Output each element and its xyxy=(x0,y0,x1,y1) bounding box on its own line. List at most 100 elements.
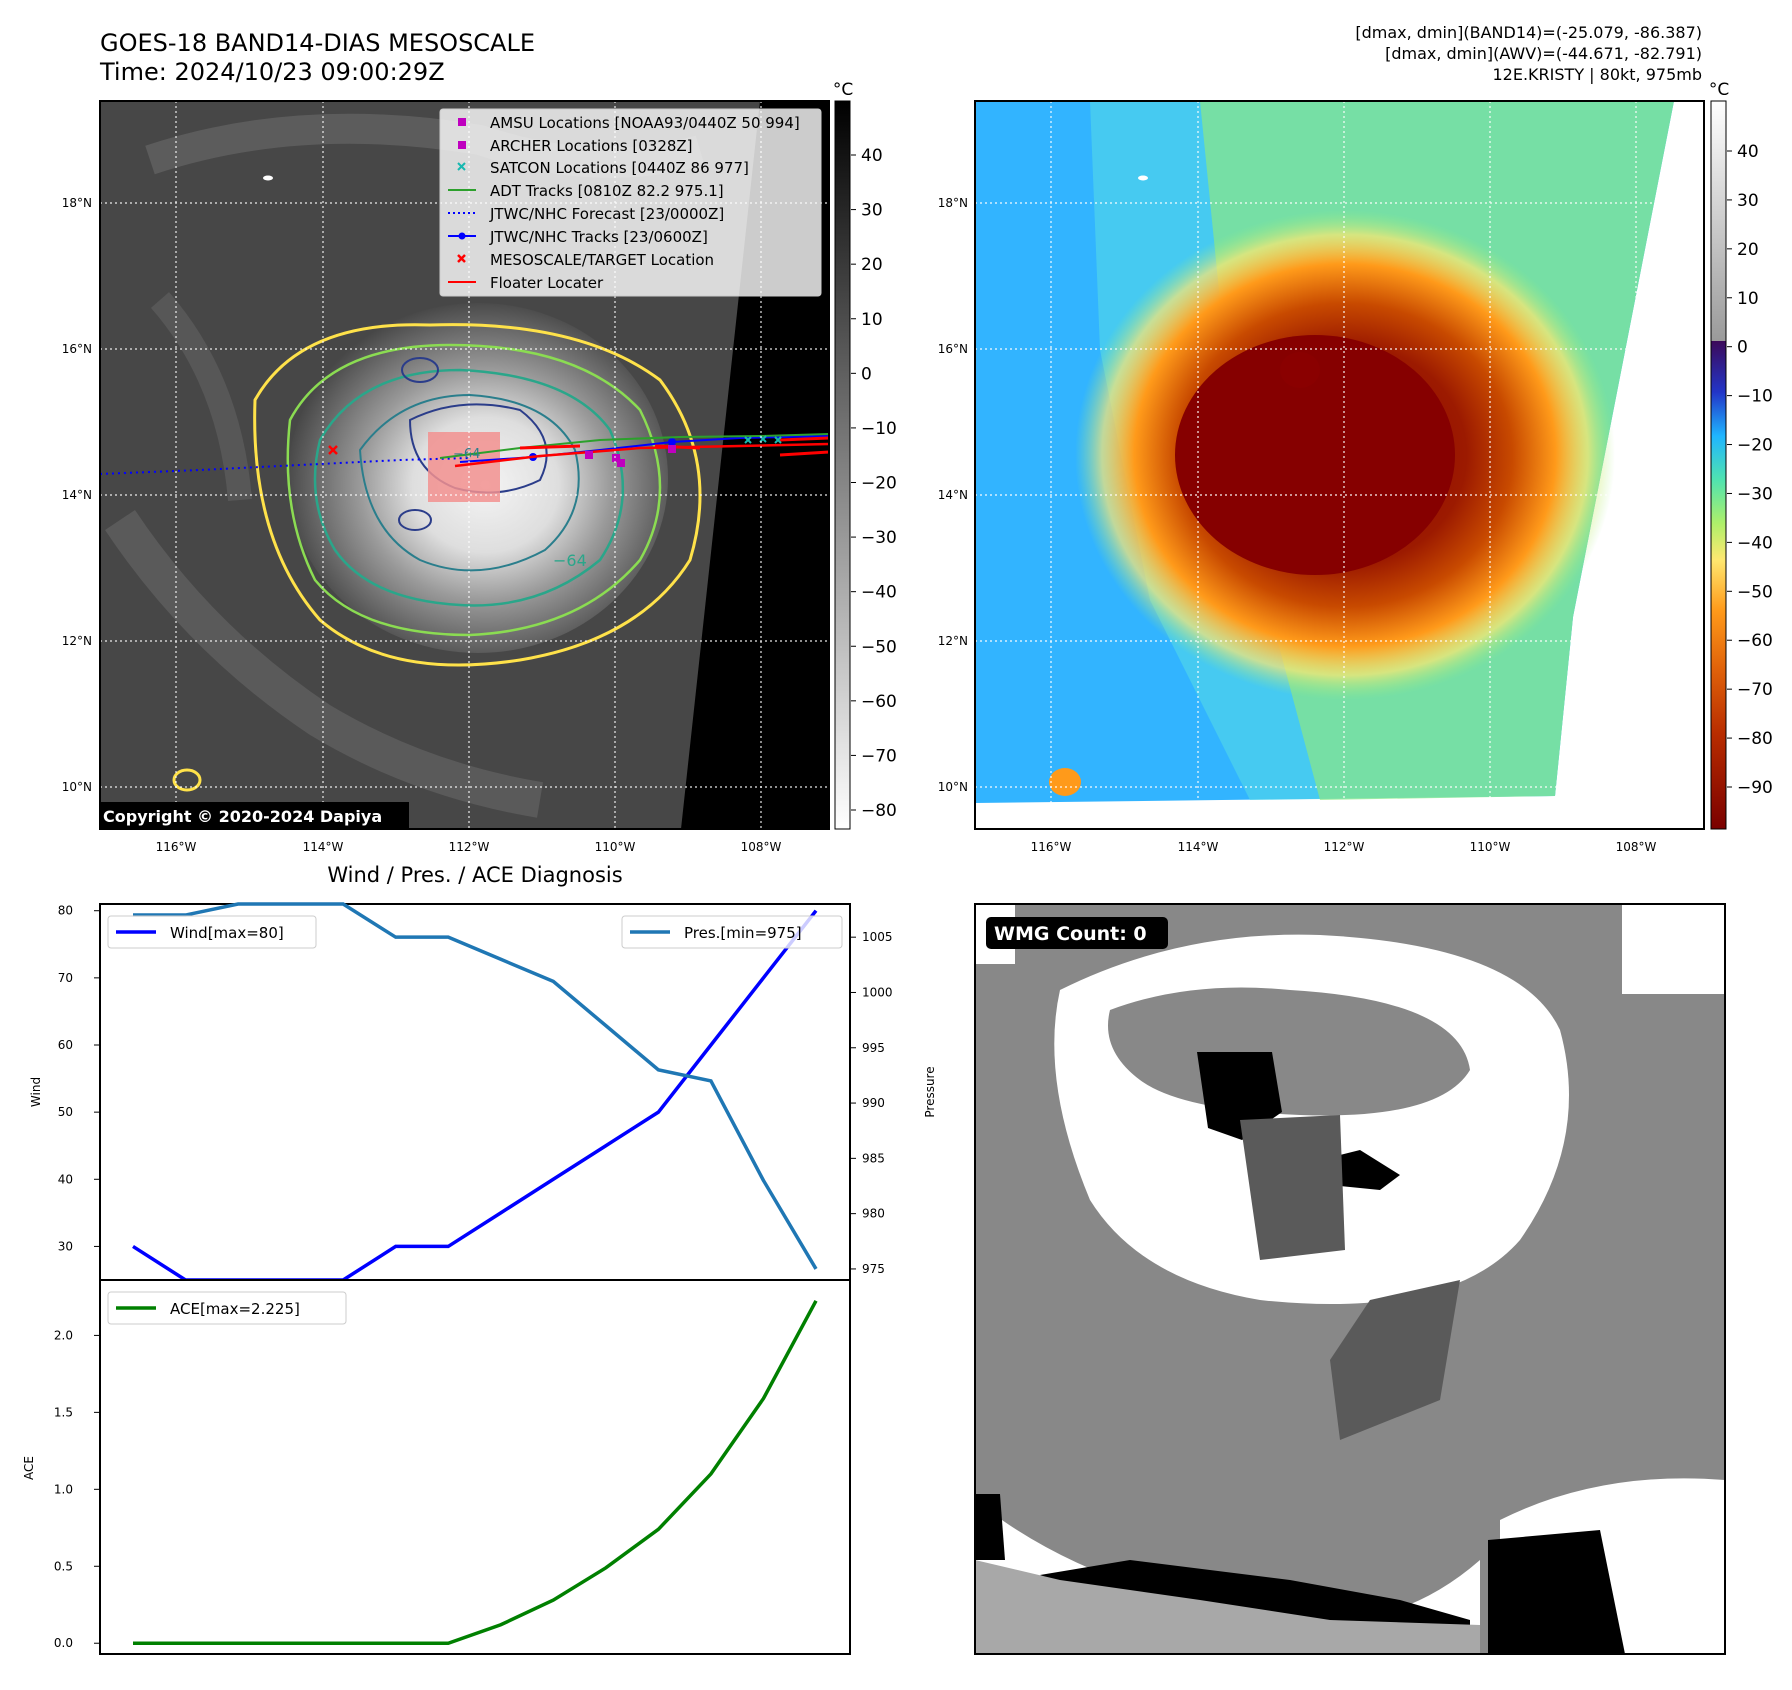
lat-label-left: 10°N xyxy=(62,780,92,794)
colorbar-left-tick-label: −40 xyxy=(861,583,897,603)
chart-title: Wind / Pres. / ACE Diagnosis xyxy=(327,863,622,887)
lat-label-right: 12°N xyxy=(938,634,968,648)
colorbar-left-tick-label: 0 xyxy=(861,364,872,384)
ace-tick-label: 0.5 xyxy=(54,1559,73,1573)
wmg-panel: WMG Count: 0 xyxy=(974,903,1726,1655)
wmg-count-label: WMG Count: 0 xyxy=(994,923,1147,945)
ace-tick-label: 0.0 xyxy=(54,1636,73,1650)
wind-axis-label: Wind xyxy=(29,1077,43,1107)
colorbar-right-tick-label: 20 xyxy=(1737,240,1759,260)
contour-label-2: −64 xyxy=(453,447,480,462)
colorbar-right-tick-label: −60 xyxy=(1737,631,1773,651)
wind-legend-label: Wind[max=80] xyxy=(170,924,284,942)
colorbar-left-tick-label: −80 xyxy=(861,801,897,821)
pressure-tick-label: 1000 xyxy=(862,985,893,999)
lat-label-left: 12°N xyxy=(62,634,92,648)
copyright: Copyright © 2020-2024 Dapiya xyxy=(103,807,382,826)
legend-amsu: AMSU Locations [NOAA93/0440Z 50 994] xyxy=(490,114,800,132)
wind-tick-label: 50 xyxy=(58,1105,73,1119)
contour-label-1: −64 xyxy=(553,551,587,570)
wind-legend: Wind[max=80] xyxy=(107,915,317,949)
colorbar-right-tick-label: −70 xyxy=(1737,680,1773,700)
pressure-tick-label: 980 xyxy=(862,1207,885,1221)
awv-range: [dmax, dmin](AWV)=(-44.671, -82.791) xyxy=(1385,44,1702,63)
lon-label-right: 112°W xyxy=(1324,840,1365,854)
colorbar-left-tick-label: −60 xyxy=(861,692,897,712)
lat-label-left: 16°N xyxy=(62,342,92,356)
legend-tracks: JTWC/NHC Tracks [23/0600Z] xyxy=(489,228,708,246)
legend-archer: ARCHER Locations [0328Z] xyxy=(490,137,693,155)
ace-axis-label: ACE xyxy=(22,1456,36,1480)
colorbar-right-tick-label: −10 xyxy=(1737,387,1773,407)
colorbar-left-tick-label: −10 xyxy=(861,419,897,439)
legend-satcon-icon xyxy=(457,162,466,171)
pressure-tick-label: 985 xyxy=(862,1151,885,1165)
wind-tick-label: 70 xyxy=(58,971,73,985)
lon-label-left: 110°W xyxy=(595,840,636,854)
pressure-legend: Pres.[min=975] xyxy=(621,915,843,949)
lon-label-left: 108°W xyxy=(741,840,782,854)
ace-tick-label: 1.5 xyxy=(54,1405,73,1419)
pressure-tick-label: 995 xyxy=(862,1041,885,1055)
pressure-tick-label: 975 xyxy=(862,1262,885,1276)
lat-label-right: 14°N xyxy=(938,488,968,502)
colorbar-right-tick-label: −20 xyxy=(1737,436,1773,456)
colorbar-right-tick-label: −30 xyxy=(1737,484,1773,504)
lat-label-right: 18°N xyxy=(938,196,968,210)
colorbar-left-tick-label: 20 xyxy=(861,255,883,275)
colorbar-left-tick-label: 10 xyxy=(861,310,883,330)
colorbar-left: °C 40 30 20 10 0 −10 −20 −30 −40 −50 −60 −70 −80 xyxy=(833,80,897,830)
lon-label-right: 116°W xyxy=(1031,840,1072,854)
legend-target-icon xyxy=(457,254,466,263)
ace-tick-label: 1.0 xyxy=(54,1482,73,1496)
figure-title: GOES-18 BAND14-DIAS MESOSCALE xyxy=(100,29,535,57)
legend-archer-icon xyxy=(458,141,466,149)
pressure-tick-label: 990 xyxy=(862,1096,885,1110)
colorbar-right: °C 40 30 20 10 0 −10 −20 −30 −40 −50 −60 −70 −80 −90 xyxy=(1709,80,1773,830)
wind-tick-label: 60 xyxy=(58,1038,73,1052)
colorbar-right-tick-label: 40 xyxy=(1737,142,1759,162)
legend-floater: Floater Locater xyxy=(490,274,604,292)
wind-tick-label: 80 xyxy=(58,904,73,918)
colorbar-right-tick-label: −80 xyxy=(1737,729,1773,749)
lon-label-right: 110°W xyxy=(1470,840,1511,854)
ace-tick-label: 2.0 xyxy=(54,1328,73,1342)
colorbar-right-tick-label: 0 xyxy=(1737,338,1748,358)
colorbar-right-tick-label: 30 xyxy=(1737,191,1759,211)
legend-tracks-icon xyxy=(448,232,476,240)
colorbar-left-tick-label: −30 xyxy=(861,528,897,548)
ace-legend-label: ACE[max=2.225] xyxy=(170,1300,300,1318)
colorbar-left-tick-label: −70 xyxy=(861,746,897,766)
lon-label-left: 112°W xyxy=(449,840,490,854)
colorbar-right-tick-label: −40 xyxy=(1737,533,1773,553)
wmg-count-badge xyxy=(986,917,1168,949)
colorbar-right-tick-label: 10 xyxy=(1737,289,1759,309)
legend-satcon: SATCON Locations [0440Z 86 977] xyxy=(490,159,749,177)
ace-series-line xyxy=(133,1299,818,1645)
colorbar-left-tick-label: 30 xyxy=(861,201,883,221)
lon-label-right: 114°W xyxy=(1178,840,1219,854)
pressure-axis-label: Pressure xyxy=(923,1066,937,1117)
band14-range: [dmax, dmin](BAND14)=(-25.079, -86.387) xyxy=(1355,23,1702,42)
lon-label-left: 116°W xyxy=(156,840,197,854)
pressure-series-line xyxy=(133,902,818,1270)
lat-label-right: 10°N xyxy=(938,780,968,794)
colorbar-left-tick-label: −50 xyxy=(861,637,897,657)
legend-amsu-icon xyxy=(458,118,466,126)
colorbar-left-unit: °C xyxy=(833,80,853,100)
pressure-legend-label: Pres.[min=975] xyxy=(684,924,802,942)
colorbar-left-tick-label: 40 xyxy=(861,146,883,166)
wind-tick-label: 30 xyxy=(58,1239,73,1253)
ace-chart: ACE 0.0 0.5 1.0 1.5 2.0 ACE[max=2.225] xyxy=(22,1279,851,1655)
lat-label-right: 16°N xyxy=(938,342,968,356)
figure-time: Time: 2024/10/23 09:00:29Z xyxy=(99,58,445,86)
wind-tick-label: 40 xyxy=(58,1172,73,1186)
colorbar-right-tick-label: −90 xyxy=(1737,778,1773,798)
pressure-tick-label: 1005 xyxy=(862,930,893,944)
lat-label-left: 18°N xyxy=(62,196,92,210)
colorbar-right-tick-label: −50 xyxy=(1737,582,1773,602)
map-axis-labels: 18°N 16°N 14°N 12°N 10°N 116°W 114°W 112… xyxy=(62,196,1657,854)
ace-legend: ACE[max=2.225] xyxy=(107,1291,347,1325)
colorbar-left-tick-label: −20 xyxy=(861,474,897,494)
